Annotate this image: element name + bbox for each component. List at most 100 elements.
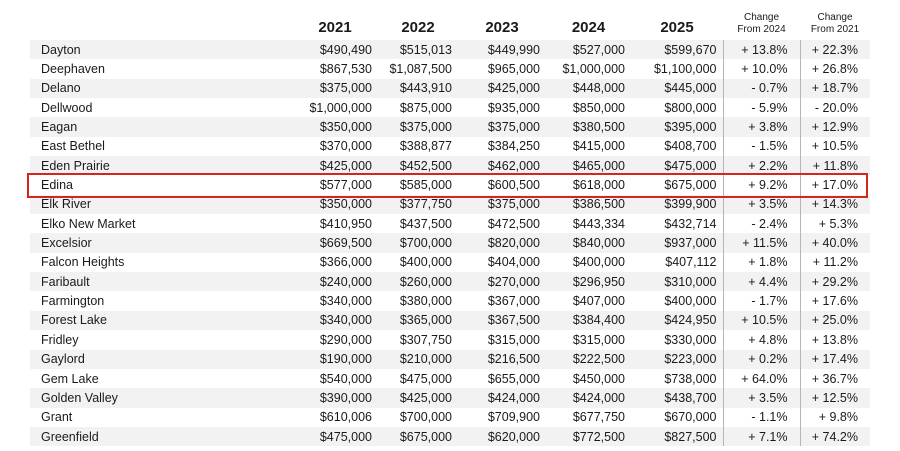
town-cell: Faribault [30, 272, 292, 292]
change-from-2024: + 3.5% [723, 388, 800, 408]
table-row: Eagan $350,000 $375,000 $375,000 $380,500 $39… [30, 117, 870, 137]
change-from-2021: + 13.8% [799, 330, 870, 350]
value-2024: $424,000 [546, 388, 631, 408]
value-2023: $375,000 [458, 194, 546, 215]
value-2021: $366,000 [292, 252, 378, 273]
value-2023: $425,000 [458, 78, 546, 99]
value-2021: $867,530 [292, 59, 378, 79]
town-cell: Dayton [30, 40, 292, 60]
value-2024: $400,000 [546, 252, 631, 273]
table-header: 2021 2022 2023 2024 2025 Change From 202… [0, 0, 900, 38]
change-from-2021: + 12.9% [799, 117, 870, 137]
change-from-2021: - 20.0% [799, 98, 870, 118]
value-2022: $365,000 [378, 310, 458, 331]
change-from-2024: - 1.1% [723, 407, 800, 427]
header-change-from-2024-line2: From 2024 [737, 24, 786, 35]
value-2024: $386,500 [546, 194, 631, 215]
town-cell: Gaylord [30, 349, 292, 369]
change-from-2024: + 4.8% [723, 330, 800, 350]
value-2023: $709,900 [458, 407, 546, 427]
value-2025: $330,000 [631, 330, 724, 350]
table-body: Dayton $490,490 $515,013 $449,990 $527,000 $5… [30, 40, 870, 447]
town-cell: East Bethel [30, 136, 292, 157]
change-from-2021: + 18.7% [799, 78, 870, 99]
header-2025: 2025 [660, 19, 694, 36]
value-2022: $515,013 [378, 40, 458, 60]
value-2021: $425,000 [292, 156, 378, 176]
value-2021: $475,000 [292, 426, 378, 447]
value-2024: $380,500 [546, 117, 631, 137]
change-from-2021: + 11.2% [799, 252, 870, 273]
change-from-2024: - 1.7% [723, 291, 800, 311]
town-cell: Eagan [30, 117, 292, 137]
value-2022: $700,000 [378, 233, 458, 253]
value-2021: $340,000 [292, 310, 378, 331]
town-cell: Eden Prairie [30, 156, 292, 176]
change-from-2021: + 14.3% [799, 194, 870, 215]
value-2024: $850,000 [546, 98, 631, 118]
value-2022: $388,877 [378, 136, 458, 157]
value-2025: $438,700 [631, 388, 724, 408]
town-cell: Falcon Heights [30, 252, 292, 273]
value-2025: $738,000 [631, 368, 724, 389]
change-from-2024: + 9.2% [723, 175, 800, 195]
value-2023: $384,250 [458, 136, 546, 157]
value-2023: $449,990 [458, 40, 546, 60]
change-from-2021: + 17.6% [799, 291, 870, 311]
value-2023: $367,000 [458, 291, 546, 311]
value-2023: $965,000 [458, 59, 546, 79]
change-from-2021: + 36.7% [799, 368, 870, 389]
change-from-2024: - 5.9% [723, 98, 800, 118]
header-change-from-2021-line1: Change [817, 12, 853, 23]
change-from-2024: - 2.4% [723, 214, 800, 234]
value-2021: $669,500 [292, 233, 378, 253]
town-cell: Deephaven [30, 59, 292, 79]
value-2023: $270,000 [458, 272, 546, 292]
change-from-2021: + 25.0% [799, 310, 870, 331]
town-cell: Elko New Market [30, 214, 292, 234]
value-2022: $875,000 [378, 98, 458, 118]
value-2025: $827,500 [631, 426, 724, 447]
value-2021: $290,000 [292, 330, 378, 350]
value-2021: $350,000 [292, 194, 378, 215]
change-from-2024: + 3.5% [723, 194, 800, 215]
change-from-2024: + 3.8% [723, 117, 800, 137]
value-2022: $443,910 [378, 78, 458, 99]
table-row: Greenfield $475,000 $675,000 $620,000 $772,5… [30, 426, 870, 447]
value-2022: $260,000 [378, 272, 458, 292]
table-row: Edina $577,000 $585,000 $600,500 $618,000 $67… [30, 175, 870, 195]
change-from-2021: + 40.0% [799, 233, 870, 253]
change-from-2021: + 5.3% [799, 214, 870, 234]
header-change-from-2021-line2: From 2021 [810, 24, 860, 35]
value-2025: $395,000 [631, 117, 724, 137]
value-2023: $216,500 [458, 349, 546, 369]
home-price-table: Dayton $490,490 $515,013 $449,990 $527,000 $5… [30, 40, 870, 447]
change-from-2024: + 1.8% [723, 252, 800, 273]
table-row: Fridley $290,000 $307,750 $315,000 $315,000 $… [30, 330, 870, 350]
value-2021: $350,000 [292, 117, 378, 137]
value-2025: $400,000 [631, 291, 724, 311]
value-2022: $210,000 [378, 349, 458, 369]
table-row: Faribault $240,000 $260,000 $270,000 $296,95… [30, 272, 870, 292]
value-2023: $620,000 [458, 426, 546, 447]
value-2025: $424,950 [631, 310, 724, 331]
value-2024: $296,950 [546, 272, 631, 292]
value-2025: $675,000 [631, 175, 724, 195]
value-2021: $340,000 [292, 291, 378, 311]
value-2024: $384,400 [546, 310, 631, 331]
value-2025: $599,670 [631, 40, 724, 60]
change-from-2024: + 64.0% [723, 368, 800, 389]
value-2024: $407,000 [546, 291, 631, 311]
header-change-from-2021: Change From 2021 [800, 0, 870, 38]
value-2022: $437,500 [378, 214, 458, 234]
value-2023: $935,000 [458, 98, 546, 118]
value-2024: $450,000 [546, 368, 631, 389]
value-2025: $432,714 [631, 214, 724, 234]
table-row: Excelsior $669,500 $700,000 $820,000 $840,00… [30, 233, 870, 253]
value-2024: $443,334 [546, 214, 631, 234]
header-2022: 2022 [401, 19, 435, 36]
value-2022: $375,000 [378, 117, 458, 137]
change-from-2021: + 9.8% [799, 407, 870, 427]
value-2024: $448,000 [546, 78, 631, 99]
table-row: Elko New Market $410,950 $437,500 $472,500 $… [30, 214, 870, 234]
